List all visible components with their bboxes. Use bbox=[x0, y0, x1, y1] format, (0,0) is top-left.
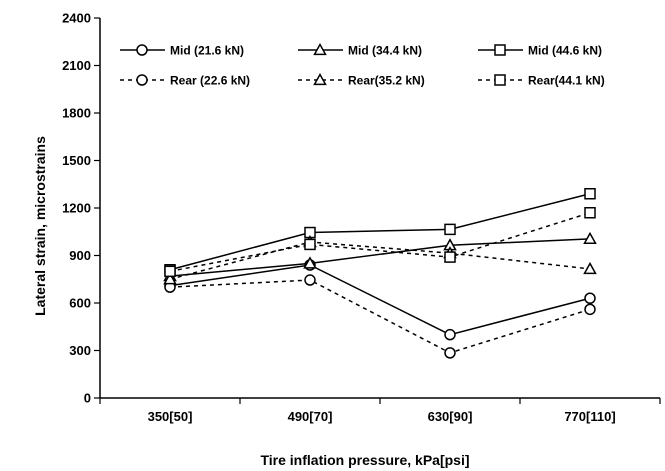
series-rear-circle bbox=[164, 274, 596, 359]
y-tick-label: 2100 bbox=[62, 58, 91, 73]
data-point bbox=[303, 256, 317, 269]
legend-marker bbox=[313, 72, 327, 86]
data-point bbox=[583, 261, 597, 275]
data-point bbox=[444, 251, 456, 263]
legend-marker bbox=[494, 74, 506, 86]
series-layer bbox=[163, 188, 597, 359]
series-line bbox=[169, 241, 591, 280]
legend-label: Mid (44.6 kN) bbox=[528, 44, 602, 58]
y-axis-title: Lateral strain, microstrains bbox=[32, 136, 48, 316]
legend-item: Mid (21.6 kN) bbox=[120, 44, 244, 58]
series-line bbox=[169, 193, 591, 271]
y-tick-label: 600 bbox=[69, 296, 91, 311]
y-tick-label: 2400 bbox=[62, 11, 91, 26]
data-point bbox=[444, 347, 456, 359]
data-point bbox=[444, 223, 456, 236]
legend-marker bbox=[136, 74, 148, 86]
y-tick-label: 900 bbox=[69, 248, 91, 263]
legend-label: Rear (22.6 kN) bbox=[170, 74, 250, 88]
data-point bbox=[583, 231, 597, 245]
x-axis-title: Tire inflation pressure, kPa[psi] bbox=[260, 452, 469, 468]
data-point bbox=[584, 292, 596, 304]
series-mid-circle bbox=[164, 259, 596, 341]
legend-item: Rear(35.2 kN) bbox=[298, 72, 425, 88]
y-tick-label: 1800 bbox=[62, 106, 91, 121]
y-tick-label: 0 bbox=[84, 391, 91, 406]
legend-marker bbox=[313, 42, 327, 56]
data-point bbox=[584, 207, 596, 219]
x-tick-label: 770[110] bbox=[564, 409, 615, 424]
legend-label: Rear(35.2 kN) bbox=[348, 74, 425, 88]
legend-label: Mid (34.4 kN) bbox=[348, 44, 422, 58]
data-point bbox=[304, 274, 316, 286]
legend-label: Mid (21.6 kN) bbox=[170, 44, 244, 58]
y-tick-label: 1200 bbox=[62, 201, 91, 216]
axes: 0 300 600 900 1200 1500 1800 2100 2400 350[50] 490… bbox=[62, 11, 661, 424]
series-rear-square bbox=[164, 207, 596, 278]
legend-item: Rear (22.6 kN) bbox=[120, 74, 250, 88]
legend-item: Rear(44.1 kN) bbox=[478, 74, 605, 88]
x-tick-label: 350[50] bbox=[148, 409, 193, 424]
data-point bbox=[584, 303, 596, 316]
series-line bbox=[169, 264, 591, 336]
data-point bbox=[164, 265, 176, 278]
legend-marker bbox=[136, 44, 148, 56]
legend: Mid (21.6 kN) Mid (34.4 kN) Mid (44.6 kN) R… bbox=[120, 42, 605, 88]
series-mid-square bbox=[164, 188, 596, 276]
series-mid-triangle bbox=[163, 231, 597, 282]
y-tick-label: 300 bbox=[69, 343, 91, 358]
legend-item: Mid (34.4 kN) bbox=[298, 42, 422, 58]
legend-marker bbox=[494, 44, 506, 56]
data-point bbox=[304, 238, 316, 251]
series-line bbox=[169, 238, 591, 277]
x-tick-label: 490[70] bbox=[288, 409, 333, 424]
y-tick-label: 1500 bbox=[62, 153, 91, 168]
data-point bbox=[163, 272, 177, 285]
series-line bbox=[169, 279, 591, 354]
x-tick-label: 630[90] bbox=[428, 409, 473, 424]
data-point bbox=[584, 188, 596, 200]
data-point bbox=[444, 328, 456, 341]
legend-label: Rear(44.1 kN) bbox=[528, 74, 605, 88]
legend-item: Mid (44.6 kN) bbox=[478, 44, 602, 58]
